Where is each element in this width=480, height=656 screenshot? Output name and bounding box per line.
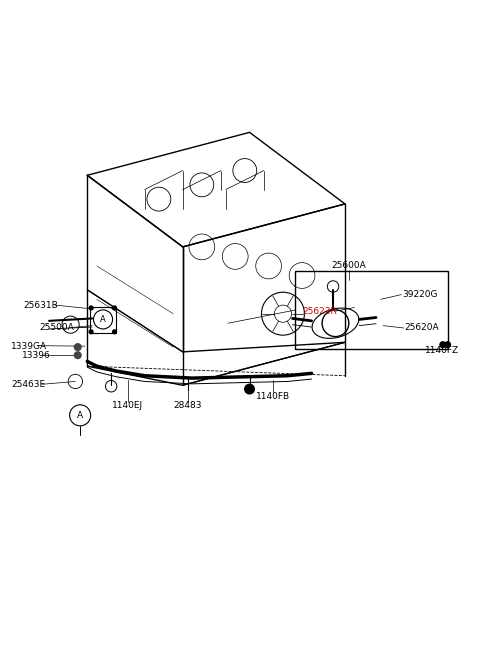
- Text: 13396: 13396: [22, 351, 51, 359]
- Text: 39220G: 39220G: [402, 290, 438, 299]
- Text: 25623R: 25623R: [302, 307, 337, 316]
- Circle shape: [74, 352, 81, 359]
- Text: A: A: [77, 411, 83, 420]
- Circle shape: [113, 330, 116, 334]
- Text: 25600A: 25600A: [331, 262, 366, 270]
- Text: 1140FB: 1140FB: [256, 392, 290, 401]
- Circle shape: [440, 342, 446, 348]
- Text: 25620A: 25620A: [405, 323, 439, 333]
- Circle shape: [70, 405, 91, 426]
- Text: 1140FZ: 1140FZ: [425, 346, 459, 356]
- Text: 1140EJ: 1140EJ: [112, 401, 144, 410]
- Text: A: A: [100, 315, 106, 324]
- Circle shape: [74, 344, 81, 350]
- Circle shape: [113, 306, 116, 310]
- Circle shape: [245, 384, 254, 394]
- Circle shape: [94, 310, 113, 329]
- Text: 25500A: 25500A: [39, 323, 74, 332]
- Circle shape: [89, 306, 93, 310]
- Text: 25463E: 25463E: [11, 380, 45, 389]
- Text: 1339GA: 1339GA: [11, 342, 47, 351]
- Circle shape: [445, 342, 450, 348]
- Text: 25631B: 25631B: [23, 300, 58, 310]
- Text: 28483: 28483: [173, 401, 202, 410]
- Circle shape: [89, 330, 93, 334]
